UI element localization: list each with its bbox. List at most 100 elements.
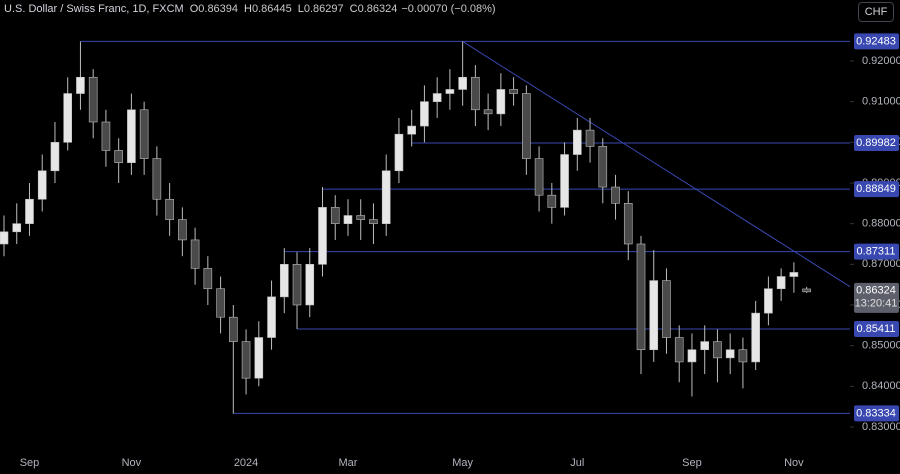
- candle-body: [356, 215, 366, 220]
- x-tick-label: May: [452, 457, 473, 469]
- candle-body: [101, 121, 111, 151]
- candle-body: [598, 146, 608, 188]
- level-price-label: 0.88849: [856, 183, 896, 195]
- candle-body: [330, 207, 340, 224]
- trendline: [462, 41, 851, 288]
- y-tick-label: 0.87000: [862, 258, 900, 270]
- ohlc-key: H: [244, 3, 252, 15]
- y-tick-label: 0.91000: [862, 96, 900, 108]
- candle-body: [445, 89, 455, 94]
- candle-body: [802, 288, 811, 293]
- countdown: 13:20:41: [855, 298, 898, 310]
- level-price-box: [854, 243, 899, 260]
- candle-body: [471, 76, 480, 111]
- level-price-label: 0.85411: [857, 323, 896, 335]
- candle-body: [687, 349, 697, 363]
- candle-body: [700, 341, 710, 351]
- candle-body: [190, 239, 200, 269]
- ohlc-key: L: [297, 3, 304, 15]
- ohlc-key: C: [349, 3, 358, 15]
- y-tick-label: 0.88000: [862, 218, 900, 230]
- y-tick-label: 0.84000: [862, 380, 900, 392]
- level-price-box: [854, 181, 899, 198]
- candle-body: [649, 280, 659, 351]
- candle-body: [394, 133, 404, 172]
- level-price-label: 0.92483: [856, 35, 896, 47]
- x-tick-label: Jul: [570, 457, 584, 469]
- candle-body: [611, 186, 620, 204]
- level-price-box: [854, 135, 899, 152]
- currency-button[interactable]: CHF: [858, 2, 894, 22]
- ohlc-key: O: [189, 3, 199, 15]
- candle-body: [63, 93, 73, 143]
- candle-body: [407, 125, 416, 135]
- candle-body: [585, 129, 595, 147]
- ohlc-value: 0.86297: [303, 3, 344, 15]
- symbol-header: U.S. Dollar / Swiss Franc, 1D, FXCM O 0.86…: [4, 3, 496, 15]
- candle-body: [127, 109, 136, 163]
- x-tick-label: Sep: [20, 457, 40, 469]
- y-tick-label: 0.92000: [862, 55, 900, 67]
- candle-body: [751, 312, 760, 363]
- last-price-label: 0.86324: [856, 285, 896, 297]
- candle-body: [636, 243, 646, 351]
- level-price-box: [854, 33, 899, 50]
- candle-body: [623, 203, 633, 245]
- candle-body: [509, 89, 518, 94]
- candle-body: [114, 150, 123, 163]
- x-tick-label: Sep: [682, 457, 702, 469]
- candle-body: [547, 194, 557, 208]
- candle-body: [420, 101, 429, 127]
- candle-body: [432, 93, 442, 102]
- level-price-box: [854, 320, 899, 337]
- candle-body: [229, 316, 238, 342]
- candle-body: [318, 207, 327, 265]
- last-price-box: [854, 282, 899, 313]
- candle-body: [674, 337, 684, 363]
- candle-body: [458, 76, 467, 90]
- level-price-label: 0.89982: [856, 137, 896, 149]
- candle-body: [254, 337, 264, 379]
- ohlc-value: 0.86324: [357, 3, 398, 15]
- x-tick-label: Mar: [339, 457, 358, 469]
- candle-body: [560, 154, 569, 208]
- candle-body: [483, 109, 493, 115]
- y-tick-label: 0.85000: [862, 340, 900, 352]
- candle-body: [713, 341, 722, 359]
- candle-body: [241, 341, 251, 379]
- candle-body: [25, 198, 34, 224]
- candle-body: [522, 93, 531, 159]
- level-price-label: 0.87311: [857, 246, 896, 258]
- candle-body: [305, 264, 315, 306]
- candle-body: [789, 272, 799, 277]
- candle-body: [738, 349, 748, 363]
- candle-body: [12, 223, 22, 233]
- candle-body: [764, 288, 773, 314]
- ohlc-value: 0.86445: [251, 3, 292, 15]
- x-tick-label: Nov: [784, 457, 804, 469]
- candle-body: [776, 276, 786, 290]
- candle-body: [37, 170, 47, 200]
- candle-body: [381, 170, 391, 224]
- candle-body: [662, 280, 671, 338]
- y-tick-label: 0.83000: [862, 421, 900, 433]
- candle-body: [343, 215, 353, 224]
- candle-body: [0, 231, 9, 245]
- level-price-box: [854, 405, 899, 422]
- price-change: −0.00070 (−0.08%): [401, 3, 496, 15]
- candle-body: [165, 198, 174, 220]
- candle-body: [178, 219, 187, 241]
- symbol-title: U.S. Dollar / Swiss Franc, 1D, FXCM: [4, 3, 184, 15]
- candle-body: [76, 76, 85, 94]
- candle-body: [534, 158, 544, 196]
- candle-body: [50, 142, 60, 172]
- candle-body: [369, 219, 378, 224]
- candle-body: [152, 158, 162, 200]
- level-price-label: 0.83334: [856, 407, 896, 419]
- candle-body: [496, 89, 506, 115]
- candle-body: [279, 264, 289, 298]
- candle-body: [725, 349, 735, 359]
- candle-body: [292, 264, 302, 306]
